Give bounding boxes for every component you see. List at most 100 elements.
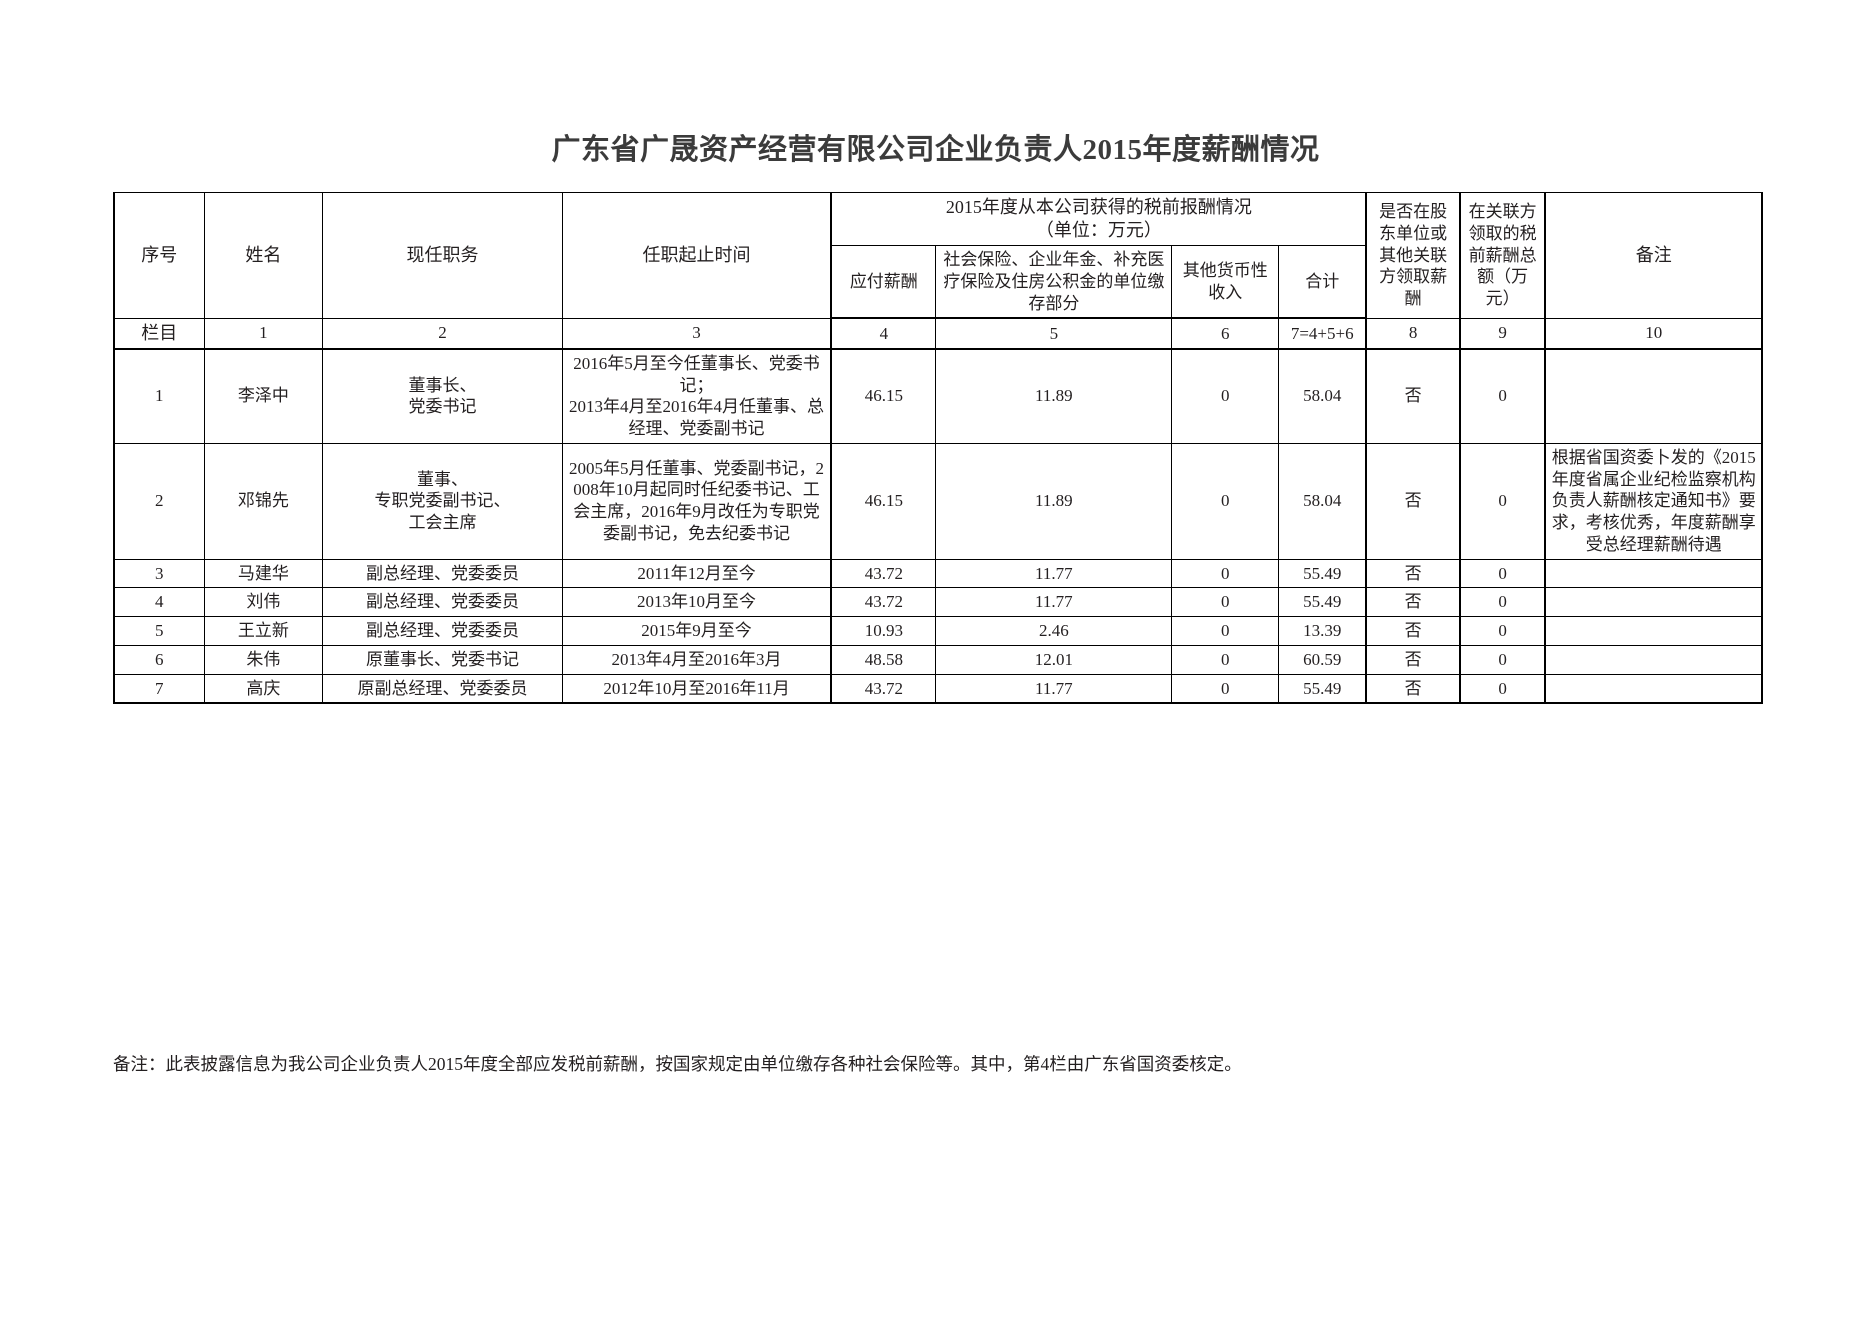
cell-from_shareholder: 否	[1365, 673, 1461, 705]
header-insurance: 社会保险、企业年金、补充医疗保险及住房公积金的单位缴存部分	[935, 245, 1173, 320]
header-period: 任职起止时间	[561, 192, 833, 319]
cell-post: 董事、 专职党委副书记、 工会主席	[322, 442, 563, 560]
cell-period: 2013年4月至2016年3月	[561, 644, 833, 675]
column-index-3: 3	[561, 317, 833, 350]
cell-pay: 46.15	[830, 348, 937, 444]
table-row: 6 朱伟 原董事长、党委书记 2013年4月至2016年3月 48.58 12.01 0 60…	[112, 644, 1763, 675]
cell-from_shareholder: 否	[1365, 644, 1461, 675]
cell-pay: 43.72	[830, 558, 937, 589]
header-row-sub: 应付薪酬 社会保险、企业年金、补充医疗保险及住房公积金的单位缴存部分 其他货币性…	[114, 245, 1762, 320]
header-compensation-group: 2015年度从本公司获得的税前报酬情况 （单位：万元）	[830, 191, 1368, 247]
cell-period: 2011年12月至今	[561, 558, 833, 589]
table-row: 2 邓锦先 董事、 专职党委副书记、 工会主席 2005年5月任董事、党委副书记，2008…	[112, 442, 1763, 560]
cell-seq: 7	[112, 673, 205, 705]
cell-from_shareholder: 否	[1365, 348, 1461, 444]
header-seq: 序号	[112, 192, 205, 319]
cell-total: 55.49	[1278, 587, 1368, 618]
cell-other_income: 0	[1171, 348, 1280, 444]
cell-seq: 3	[112, 558, 205, 589]
column-index-10: 10	[1544, 317, 1763, 350]
cell-total: 60.59	[1278, 644, 1368, 675]
compensation-table: 序号 姓名 现任职务 任职起止时间 2015年度从本公司获得的税前报酬情况 （单…	[112, 191, 1763, 705]
cell-insurance: 2.46	[935, 616, 1173, 646]
cell-post: 原副总经理、党委委员	[322, 673, 563, 705]
cell-from_shareholder: 否	[1365, 442, 1461, 560]
cell-pay: 43.72	[830, 673, 937, 705]
header-pay: 应付薪酬	[830, 245, 937, 320]
header-post: 现任职务	[322, 192, 563, 319]
cell-other_income: 0	[1171, 673, 1280, 705]
cell-remark	[1544, 673, 1763, 705]
column-index-7: 7=4+5+6	[1278, 317, 1368, 350]
header-compensation-group-line1: 2015年度从本公司获得的税前报酬情况	[945, 197, 1252, 217]
cell-pay: 43.72	[830, 587, 937, 618]
cell-related_total: 0	[1459, 348, 1547, 444]
column-index-8: 8	[1365, 317, 1461, 350]
cell-remark	[1544, 616, 1763, 646]
cell-seq: 5	[112, 616, 205, 646]
column-index-6: 6	[1171, 317, 1280, 350]
cell-related_total: 0	[1459, 673, 1547, 705]
cell-other_income: 0	[1171, 616, 1280, 646]
cell-from_shareholder: 否	[1365, 616, 1461, 646]
cell-post: 董事长、 党委书记	[322, 348, 563, 444]
table-body: 1 李泽中 董事长、 党委书记 2016年5月至今任董事长、党委书记； 2013年4月至2…	[112, 348, 1763, 705]
column-index-label: 栏目	[112, 317, 205, 350]
header-related-total: 在关联方领取的税前薪酬总额（万元）	[1459, 192, 1547, 319]
cell-name: 朱伟	[203, 644, 324, 675]
compensation-table-wrapper: 序号 姓名 现任职务 任职起止时间 2015年度从本公司获得的税前报酬情况 （单…	[112, 191, 1763, 705]
table-row: 3 马建华 副总经理、党委委员 2011年12月至今 43.72 11.77 0 55.49 否…	[112, 558, 1763, 589]
cell-related_total: 0	[1459, 644, 1547, 675]
cell-post: 原董事长、党委书记	[322, 644, 563, 675]
cell-remark	[1544, 558, 1763, 589]
cell-period: 2013年10月至今	[561, 587, 833, 618]
cell-insurance: 11.77	[935, 673, 1173, 705]
header-compensation-group-line2: （单位：万元）	[1035, 220, 1162, 241]
cell-total: 13.39	[1278, 616, 1368, 646]
header-row-top: 序号 姓名 现任职务 任职起止时间 2015年度从本公司获得的税前报酬情况 （单…	[112, 191, 1763, 319]
cell-other_income: 0	[1171, 587, 1280, 618]
page-title: 广东省广晟资产经营有限公司企业负责人2015年度薪酬情况	[551, 134, 1320, 166]
cell-remark: 根据省国资委卜发的《2015年度省属企业纪检监察机构负责人薪酬核定通知书》要求，…	[1544, 442, 1763, 560]
cell-post: 副总经理、党委委员	[322, 587, 563, 618]
cell-insurance: 12.01	[935, 644, 1173, 675]
cell-related_total: 0	[1459, 558, 1547, 589]
cell-post: 副总经理、党委委员	[322, 616, 563, 646]
cell-period: 2016年5月至今任董事长、党委书记； 2013年4月至2016年4月任董事、总经…	[561, 348, 833, 444]
table-row: 4 刘伟 副总经理、党委委员 2013年10月至今 43.72 11.77 0 55.49 否 0	[112, 587, 1763, 618]
cell-post: 副总经理、党委委员	[322, 558, 563, 589]
column-index-4: 4	[830, 317, 937, 350]
cell-remark	[1544, 644, 1763, 675]
cell-seq: 6	[112, 644, 205, 675]
header-from-shareholder: 是否在股东单位或其他关联方领取薪酬	[1365, 192, 1461, 319]
column-index-2: 2	[322, 317, 563, 350]
header-remark: 备注	[1544, 192, 1763, 319]
cell-from_shareholder: 否	[1365, 558, 1461, 589]
cell-total: 58.04	[1278, 442, 1368, 560]
cell-name: 刘伟	[203, 587, 324, 618]
cell-total: 58.04	[1278, 348, 1368, 444]
cell-period: 2012年10月至2016年11月	[561, 673, 833, 705]
cell-name: 邓锦先	[203, 442, 324, 560]
header-name: 姓名	[203, 192, 324, 319]
table-row: 5 王立新 副总经理、党委委员 2015年9月至今 10.93 2.46 0 13.39 否 0	[112, 616, 1763, 646]
column-index-9: 9	[1459, 317, 1547, 350]
cell-name: 高庆	[203, 673, 324, 705]
cell-from_shareholder: 否	[1365, 587, 1461, 618]
cell-pay: 48.58	[830, 644, 937, 675]
cell-insurance: 11.77	[935, 587, 1173, 618]
cell-name: 李泽中	[203, 348, 324, 444]
cell-pay: 46.15	[830, 442, 937, 560]
cell-name: 马建华	[203, 558, 324, 589]
cell-pay: 10.93	[830, 616, 937, 646]
cell-seq: 1	[112, 348, 205, 444]
cell-insurance: 11.77	[935, 558, 1173, 589]
cell-period: 2015年9月至今	[561, 616, 833, 646]
column-index-row: 栏目 1 2 3 4 5 6 7=4+5+6 8 9 10	[112, 317, 1763, 350]
cell-name: 王立新	[203, 616, 324, 646]
cell-other_income: 0	[1171, 442, 1280, 560]
cell-remark	[1544, 587, 1763, 618]
header-other-income: 其他货币性收入	[1171, 245, 1280, 320]
cell-remark	[1544, 348, 1763, 444]
